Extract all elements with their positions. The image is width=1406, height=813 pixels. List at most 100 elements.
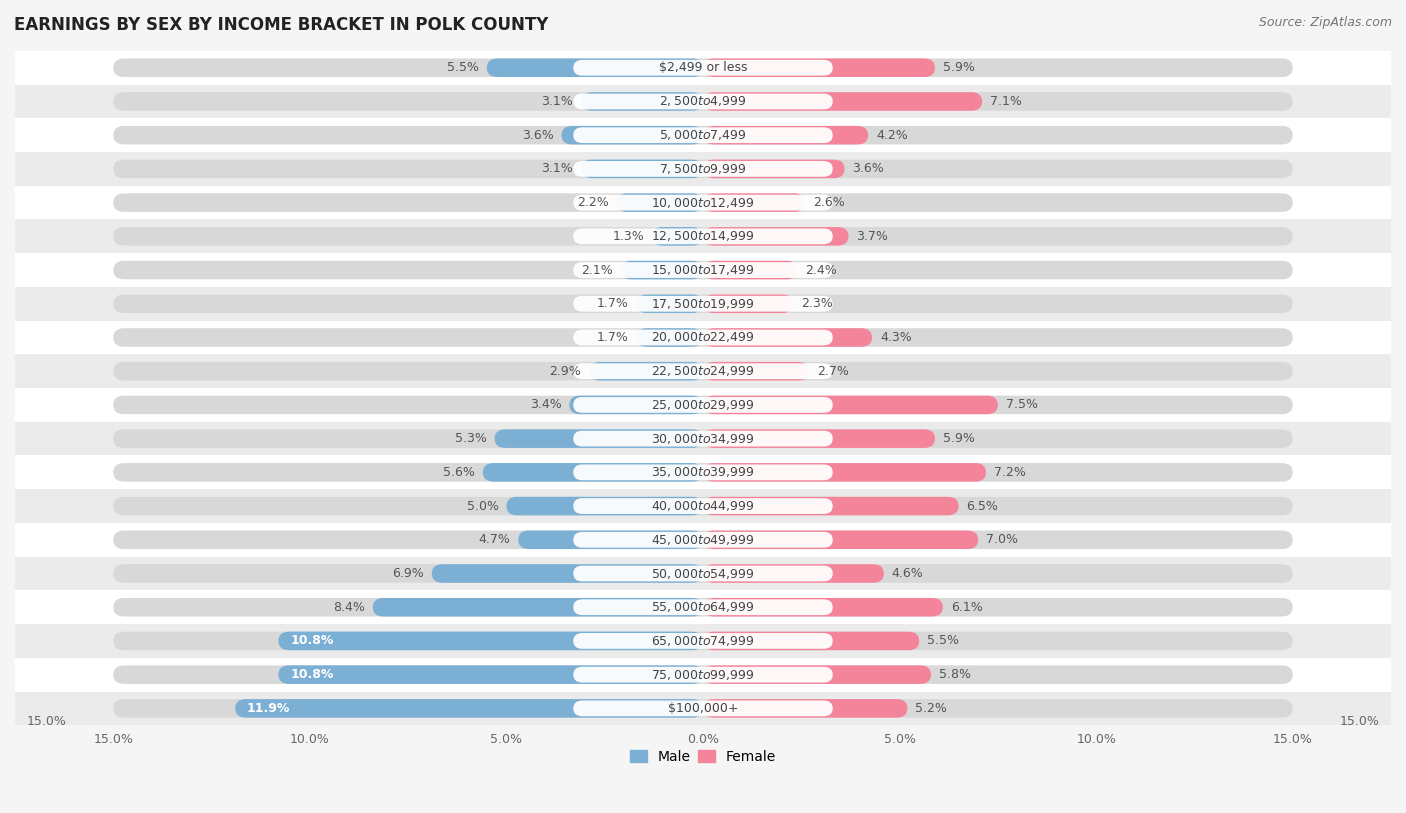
Bar xyxy=(0,51,1406,85)
FancyBboxPatch shape xyxy=(703,126,868,145)
Text: 6.5%: 6.5% xyxy=(966,499,998,512)
Bar xyxy=(0,422,1406,455)
Text: 1.7%: 1.7% xyxy=(596,298,628,311)
FancyBboxPatch shape xyxy=(486,59,703,77)
Text: 3.6%: 3.6% xyxy=(522,128,554,141)
Bar xyxy=(0,590,1406,624)
FancyBboxPatch shape xyxy=(574,363,832,379)
Bar xyxy=(0,557,1406,590)
Text: $7,500 to $9,999: $7,500 to $9,999 xyxy=(659,162,747,176)
FancyBboxPatch shape xyxy=(519,531,703,549)
FancyBboxPatch shape xyxy=(114,564,1292,583)
FancyBboxPatch shape xyxy=(574,566,832,581)
FancyBboxPatch shape xyxy=(506,497,703,515)
Text: 4.6%: 4.6% xyxy=(891,567,924,580)
Text: 5.5%: 5.5% xyxy=(927,634,959,647)
Bar xyxy=(0,624,1406,658)
Text: 3.1%: 3.1% xyxy=(541,163,574,176)
Text: 10.8%: 10.8% xyxy=(290,634,333,647)
FancyBboxPatch shape xyxy=(636,328,703,347)
Text: $100,000+: $100,000+ xyxy=(668,702,738,715)
Text: $12,500 to $14,999: $12,500 to $14,999 xyxy=(651,229,755,243)
FancyBboxPatch shape xyxy=(114,396,1292,414)
FancyBboxPatch shape xyxy=(703,531,979,549)
Bar xyxy=(0,253,1406,287)
Text: 2.1%: 2.1% xyxy=(581,263,613,276)
Text: 5.2%: 5.2% xyxy=(915,702,948,715)
FancyBboxPatch shape xyxy=(574,161,832,176)
FancyBboxPatch shape xyxy=(495,429,703,448)
Text: 2.7%: 2.7% xyxy=(817,365,849,378)
FancyBboxPatch shape xyxy=(114,59,1292,77)
Text: 3.1%: 3.1% xyxy=(541,95,574,108)
FancyBboxPatch shape xyxy=(574,701,832,716)
Text: 7.2%: 7.2% xyxy=(994,466,1026,479)
FancyBboxPatch shape xyxy=(278,665,703,684)
Bar xyxy=(0,220,1406,253)
Text: $45,000 to $49,999: $45,000 to $49,999 xyxy=(651,533,755,547)
Text: 5.6%: 5.6% xyxy=(443,466,475,479)
Text: 2.6%: 2.6% xyxy=(813,196,845,209)
Text: 3.6%: 3.6% xyxy=(852,163,884,176)
FancyBboxPatch shape xyxy=(114,261,1292,280)
FancyBboxPatch shape xyxy=(114,362,1292,380)
Text: 7.5%: 7.5% xyxy=(1005,398,1038,411)
Text: $22,500 to $24,999: $22,500 to $24,999 xyxy=(651,364,755,378)
FancyBboxPatch shape xyxy=(373,598,703,616)
Text: 11.9%: 11.9% xyxy=(247,702,290,715)
Text: 5.9%: 5.9% xyxy=(943,61,974,74)
Text: 4.3%: 4.3% xyxy=(880,331,911,344)
Text: $15,000 to $17,499: $15,000 to $17,499 xyxy=(651,263,755,277)
Text: 2.3%: 2.3% xyxy=(801,298,832,311)
Text: 5.0%: 5.0% xyxy=(467,499,499,512)
FancyBboxPatch shape xyxy=(574,60,832,76)
FancyBboxPatch shape xyxy=(114,294,1292,313)
Text: 6.9%: 6.9% xyxy=(392,567,423,580)
Text: 15.0%: 15.0% xyxy=(1340,715,1379,728)
FancyBboxPatch shape xyxy=(574,329,832,346)
FancyBboxPatch shape xyxy=(574,195,832,211)
Text: $55,000 to $64,999: $55,000 to $64,999 xyxy=(651,600,755,615)
FancyBboxPatch shape xyxy=(574,128,832,143)
FancyBboxPatch shape xyxy=(278,632,703,650)
Bar xyxy=(0,185,1406,220)
Text: 6.1%: 6.1% xyxy=(950,601,983,614)
Bar xyxy=(0,152,1406,185)
FancyBboxPatch shape xyxy=(235,699,703,718)
FancyBboxPatch shape xyxy=(574,667,832,683)
Text: 5.5%: 5.5% xyxy=(447,61,479,74)
FancyBboxPatch shape xyxy=(114,632,1292,650)
FancyBboxPatch shape xyxy=(703,429,935,448)
FancyBboxPatch shape xyxy=(703,227,848,246)
FancyBboxPatch shape xyxy=(703,463,986,481)
FancyBboxPatch shape xyxy=(114,126,1292,145)
Text: $40,000 to $44,999: $40,000 to $44,999 xyxy=(651,499,755,513)
FancyBboxPatch shape xyxy=(574,228,832,244)
Text: 7.0%: 7.0% xyxy=(986,533,1018,546)
Bar xyxy=(0,85,1406,119)
FancyBboxPatch shape xyxy=(114,531,1292,549)
FancyBboxPatch shape xyxy=(703,328,872,347)
FancyBboxPatch shape xyxy=(574,532,832,548)
FancyBboxPatch shape xyxy=(703,92,983,111)
Text: $2,500 to $4,999: $2,500 to $4,999 xyxy=(659,94,747,108)
Text: $65,000 to $74,999: $65,000 to $74,999 xyxy=(651,634,755,648)
Text: 1.3%: 1.3% xyxy=(612,230,644,243)
FancyBboxPatch shape xyxy=(574,431,832,446)
Text: 2.9%: 2.9% xyxy=(550,365,581,378)
FancyBboxPatch shape xyxy=(114,598,1292,616)
FancyBboxPatch shape xyxy=(482,463,703,481)
FancyBboxPatch shape xyxy=(703,59,935,77)
Legend: Male, Female: Male, Female xyxy=(624,744,782,769)
Text: 4.7%: 4.7% xyxy=(478,533,510,546)
FancyBboxPatch shape xyxy=(703,261,797,280)
FancyBboxPatch shape xyxy=(703,699,907,718)
Bar xyxy=(0,455,1406,489)
Text: $50,000 to $54,999: $50,000 to $54,999 xyxy=(651,567,755,580)
Bar xyxy=(0,658,1406,692)
FancyBboxPatch shape xyxy=(652,227,703,246)
FancyBboxPatch shape xyxy=(703,665,931,684)
FancyBboxPatch shape xyxy=(616,193,703,212)
Text: Source: ZipAtlas.com: Source: ZipAtlas.com xyxy=(1258,16,1392,29)
Text: 7.1%: 7.1% xyxy=(990,95,1022,108)
